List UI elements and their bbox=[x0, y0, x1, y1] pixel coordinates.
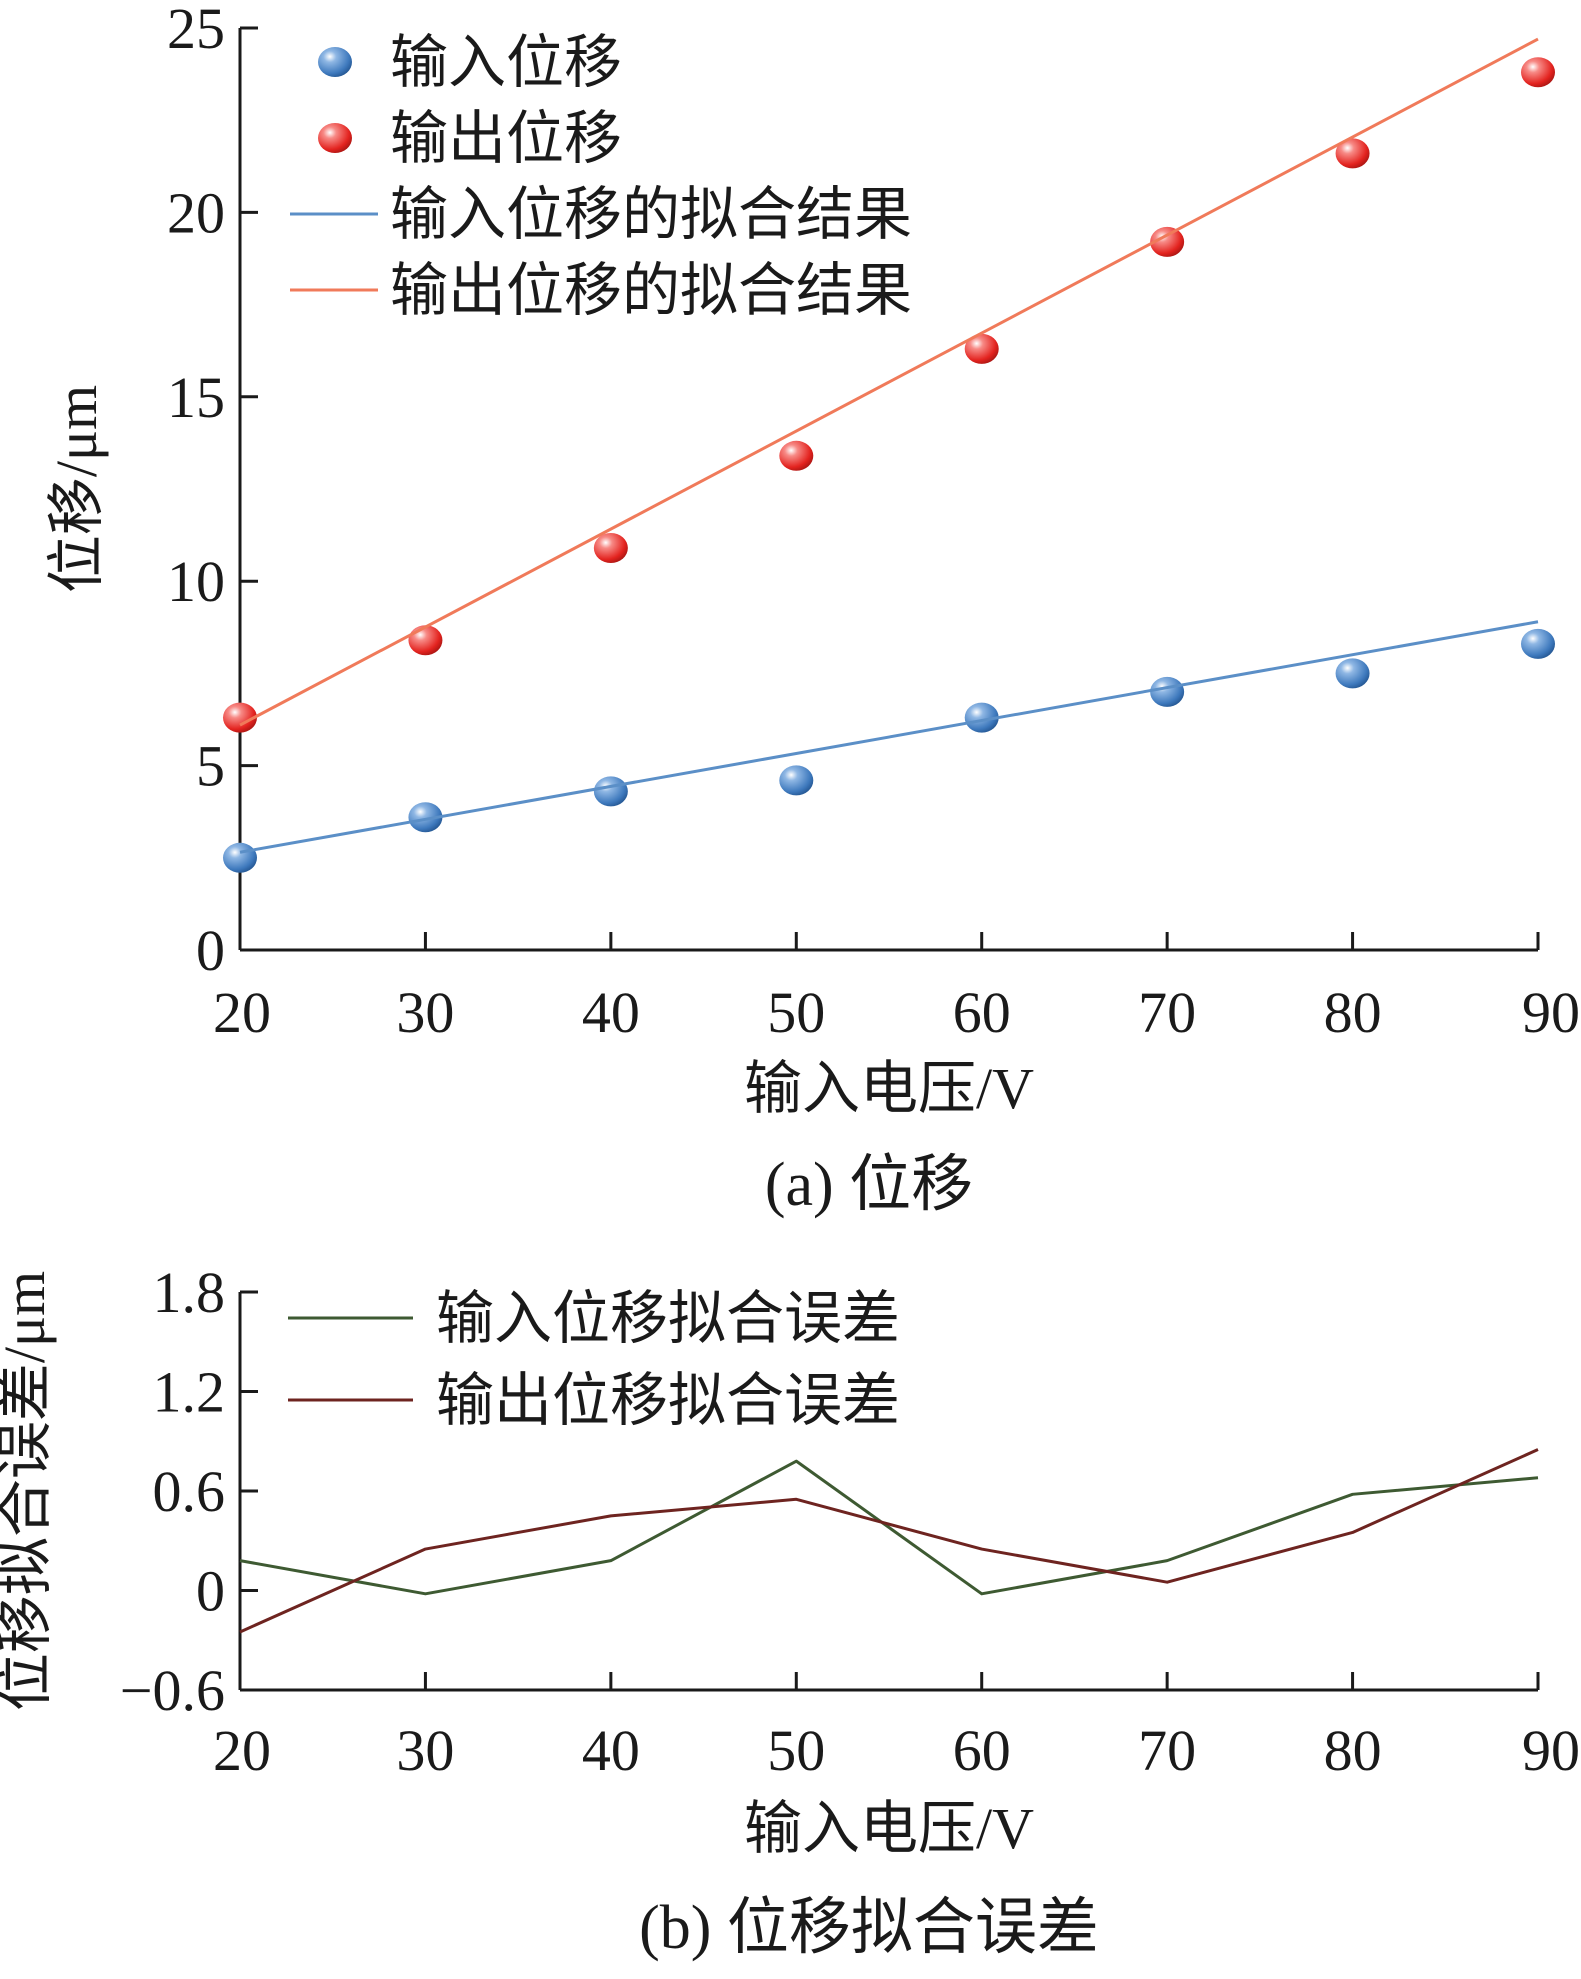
data-point bbox=[779, 765, 814, 796]
legend-marker bbox=[318, 123, 352, 153]
displacement-chart: 20 30 40 50 60 70 80 90 0 5 10 15 20 25 输入电压/V 位移/μm (a)… bbox=[44, 0, 1580, 1219]
legend-label: 输出位移的拟合结果 bbox=[390, 258, 912, 323]
fit-error-chart: 20 30 40 50 60 70 80 90 −0.6 0 0.6 1.2 1.8 输入电压/V 位移拟合… bbox=[0, 1260, 1580, 1962]
series-line bbox=[239, 1448, 1539, 1634]
x-tick-label: 70 bbox=[1138, 1718, 1196, 1783]
x-tick-label: 50 bbox=[767, 980, 825, 1045]
data-point bbox=[964, 333, 999, 364]
legend-label: 输入位移拟合误差 bbox=[436, 1286, 900, 1351]
y-tick-label: 1.2 bbox=[153, 1360, 226, 1425]
x-tick-label: 30 bbox=[396, 980, 454, 1045]
x-tick-label: 80 bbox=[1324, 1718, 1382, 1783]
x-tick-label: 50 bbox=[767, 1718, 825, 1783]
x-tick-label: 40 bbox=[582, 1718, 640, 1783]
x-tick-label: 60 bbox=[953, 1718, 1011, 1783]
data-point bbox=[779, 440, 814, 471]
data-point bbox=[1335, 138, 1370, 169]
y-tick-label: 0 bbox=[196, 918, 225, 983]
data-point bbox=[593, 776, 628, 807]
legend-label: 输入位移 bbox=[390, 30, 622, 95]
data-point bbox=[1150, 226, 1185, 257]
data-point bbox=[223, 702, 257, 733]
series-line bbox=[239, 1459, 1539, 1596]
y-tick-label: 20 bbox=[167, 180, 225, 245]
x-tick-label: 40 bbox=[582, 980, 640, 1045]
data-point bbox=[223, 842, 257, 873]
data-point bbox=[1335, 658, 1370, 689]
y-tick-label: 1.8 bbox=[153, 1260, 226, 1325]
x-axis-title: 输入电压/V bbox=[744, 1056, 1034, 1121]
data-point bbox=[593, 533, 628, 564]
fit-line bbox=[239, 37, 1539, 727]
x-tick-label: 80 bbox=[1324, 980, 1382, 1045]
data-point bbox=[408, 625, 443, 656]
data-point bbox=[964, 702, 999, 733]
x-tick-label: 20 bbox=[213, 980, 271, 1045]
legend-label: 输入位移的拟合结果 bbox=[390, 182, 912, 247]
y-tick-label: 5 bbox=[196, 734, 225, 799]
legend-label: 输出位移 bbox=[390, 106, 622, 171]
x-tick-label: 70 bbox=[1138, 980, 1196, 1045]
x-axis-title: 输入电压/V bbox=[744, 1796, 1034, 1861]
figure-caption: (b) 位移拟合误差 bbox=[639, 1894, 1099, 1962]
figure-caption: (a) 位移 bbox=[765, 1151, 973, 1219]
data-point bbox=[408, 802, 443, 833]
x-tick-label: 90 bbox=[1522, 980, 1580, 1045]
y-tick-label: 10 bbox=[167, 549, 225, 614]
legend-label: 输出位移拟合误差 bbox=[436, 1368, 900, 1433]
y-axis-title: 位移/μm bbox=[44, 385, 109, 593]
fit-line bbox=[239, 620, 1539, 854]
x-tick-label: 60 bbox=[953, 980, 1011, 1045]
data-point bbox=[1521, 628, 1555, 659]
y-tick-label: 0 bbox=[196, 1559, 225, 1624]
y-tick-label: 25 bbox=[167, 0, 225, 61]
data-point bbox=[1521, 57, 1555, 88]
x-tick-label: 90 bbox=[1522, 1718, 1580, 1783]
data-point bbox=[1150, 676, 1185, 707]
y-tick-label: 15 bbox=[167, 365, 225, 430]
y-tick-label: −0.6 bbox=[120, 1658, 225, 1723]
x-tick-label: 30 bbox=[396, 1718, 454, 1783]
y-axis-title: 位移拟合误差/μm bbox=[0, 1271, 57, 1711]
legend-marker bbox=[318, 47, 352, 77]
x-tick-label: 20 bbox=[213, 1718, 271, 1783]
y-tick-label: 0.6 bbox=[153, 1459, 226, 1524]
